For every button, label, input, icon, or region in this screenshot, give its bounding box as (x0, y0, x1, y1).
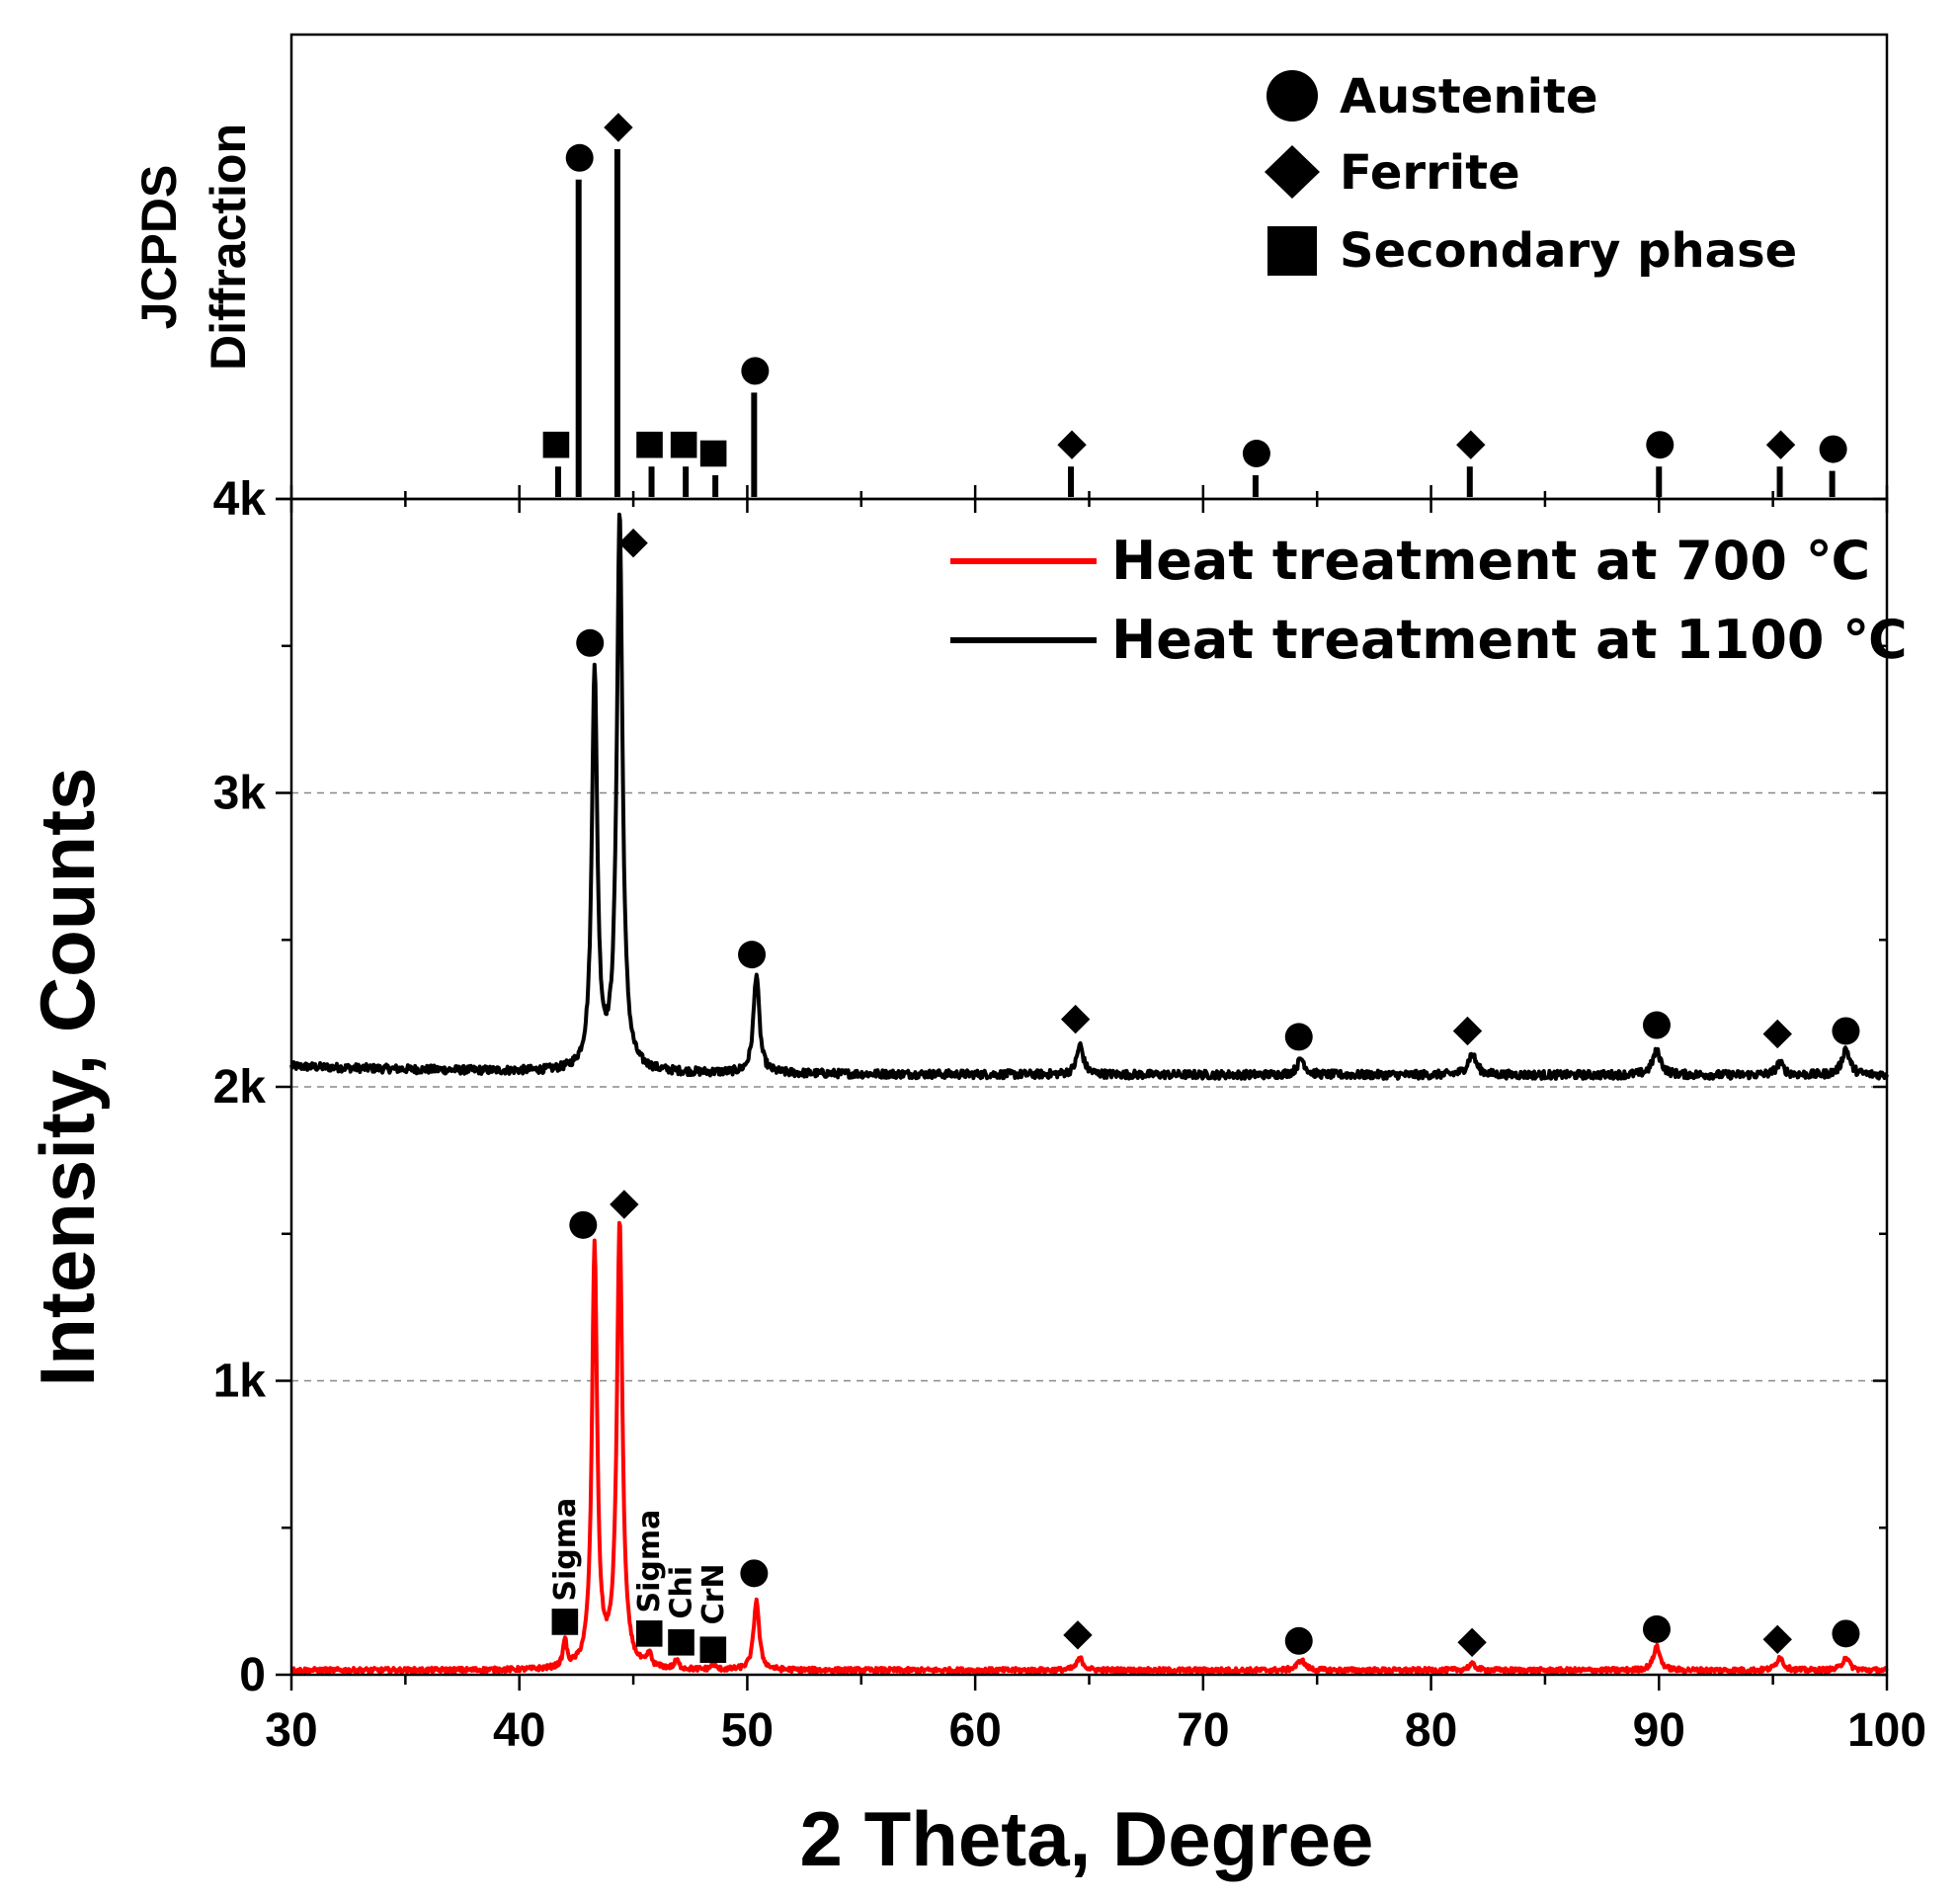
circle-phase-marker (1642, 1011, 1671, 1039)
austenite-reference-marker (741, 357, 770, 385)
series-line-700 (289, 1220, 1889, 1675)
diamond-phase-marker (618, 528, 648, 558)
legend-secondary-icon (1267, 226, 1317, 276)
austenite-reference-marker (1242, 440, 1270, 467)
legend-ferrite-icon (1265, 145, 1320, 199)
x-tick-label: 30 (265, 1704, 317, 1757)
legend-ferrite-label: Ferrite (1340, 145, 1520, 201)
y-tick-label: 3k (213, 768, 267, 820)
circle-phase-marker (1284, 1023, 1313, 1051)
phase-annotation: Sigma (632, 1510, 667, 1613)
circle-phase-marker (569, 1210, 598, 1239)
square-phase-marker (699, 1636, 727, 1664)
y-tick-label: 2k (213, 1061, 267, 1114)
circle-phase-marker (1832, 1017, 1860, 1045)
axis-ticks (276, 497, 1889, 1691)
circle-phase-marker (740, 1559, 769, 1588)
circle-phase-marker (576, 628, 605, 657)
reference-sticks (554, 149, 1836, 497)
square-phase-marker (635, 1620, 663, 1647)
series-legend: Heat treatment at 700 ℃ Heat treatment a… (950, 530, 1908, 671)
legend-1100-label: Heat treatment at 1100 ℃ (1111, 609, 1908, 671)
square-phase-marker (668, 1628, 694, 1656)
ferrite-reference-marker (1057, 430, 1087, 459)
series-layer (289, 512, 1889, 1675)
austenite-reference-marker (1646, 431, 1674, 459)
legend-700-label: Heat treatment at 700 ℃ (1111, 530, 1870, 592)
phase-legend: Austenite Ferrite Secondary phase (1265, 69, 1797, 279)
ferrite-reference-marker (1765, 430, 1796, 459)
x-tick-label: 50 (721, 1704, 774, 1757)
series-line-1100 (289, 512, 1889, 1081)
diamond-phase-marker (1060, 1004, 1091, 1034)
austenite-reference-marker (1819, 435, 1847, 463)
diamond-phase-marker (1452, 1016, 1483, 1046)
secondary-reference-marker (670, 431, 697, 458)
diamond-phase-marker (1762, 1019, 1792, 1049)
circle-phase-marker (1284, 1626, 1313, 1655)
top-ylabel-line-2: Diffraction (201, 124, 256, 371)
y-tick-label: 0 (239, 1649, 266, 1701)
x-tick-label: 40 (493, 1704, 545, 1757)
x-axis-title: 2 Theta, Degree (800, 1795, 1374, 1882)
circle-phase-marker (738, 941, 767, 969)
tick-labels: 30 40 50 60 70 80 90 100 0 1k 2k 3k 4k (213, 473, 1926, 1757)
diamond-phase-marker (610, 1190, 639, 1219)
jcpds-panel: JCPDS Diffraction Austenite Ferrite Seco… (131, 33, 1889, 501)
square-phase-marker (551, 1609, 579, 1635)
y-tick-label: 1k (213, 1356, 267, 1408)
x-tick-label: 80 (1405, 1704, 1457, 1757)
phase-annotation: Chi (665, 1566, 699, 1619)
legend-secondary-label: Secondary phase (1340, 223, 1797, 279)
y-axis-title: Intensity, Counts (24, 768, 111, 1387)
x-tick-label: 90 (1633, 1704, 1685, 1757)
phase-annotation: Sigma (548, 1498, 583, 1602)
secondary-reference-marker (699, 440, 727, 467)
legend-austenite-icon (1266, 70, 1318, 122)
diamond-phase-marker (1762, 1624, 1792, 1654)
top-ylabel-line-1: JCPDS (131, 165, 187, 330)
gridlines (291, 791, 1887, 1382)
circle-phase-marker (1642, 1614, 1671, 1643)
x-tick-label: 70 (1177, 1704, 1229, 1757)
austenite-reference-marker (565, 143, 594, 172)
x-tick-label: 100 (1847, 1704, 1926, 1757)
phase-annotation: CrN (696, 1564, 731, 1625)
circle-phase-marker (1832, 1619, 1860, 1648)
phase-markers (551, 528, 1860, 1664)
secondary-reference-marker (542, 431, 570, 458)
y-tick-label: 4k (213, 473, 267, 526)
ferrite-reference-marker (604, 113, 633, 142)
diamond-phase-marker (1457, 1627, 1487, 1657)
main-panel-frame (289, 497, 1889, 1677)
x-tick-label: 60 (948, 1704, 1001, 1757)
ferrite-reference-marker (1456, 430, 1486, 459)
diamond-phase-marker (1063, 1620, 1093, 1650)
reference-phase-markers (542, 113, 1847, 467)
legend-austenite-label: Austenite (1340, 69, 1598, 124)
secondary-reference-marker (636, 431, 663, 458)
